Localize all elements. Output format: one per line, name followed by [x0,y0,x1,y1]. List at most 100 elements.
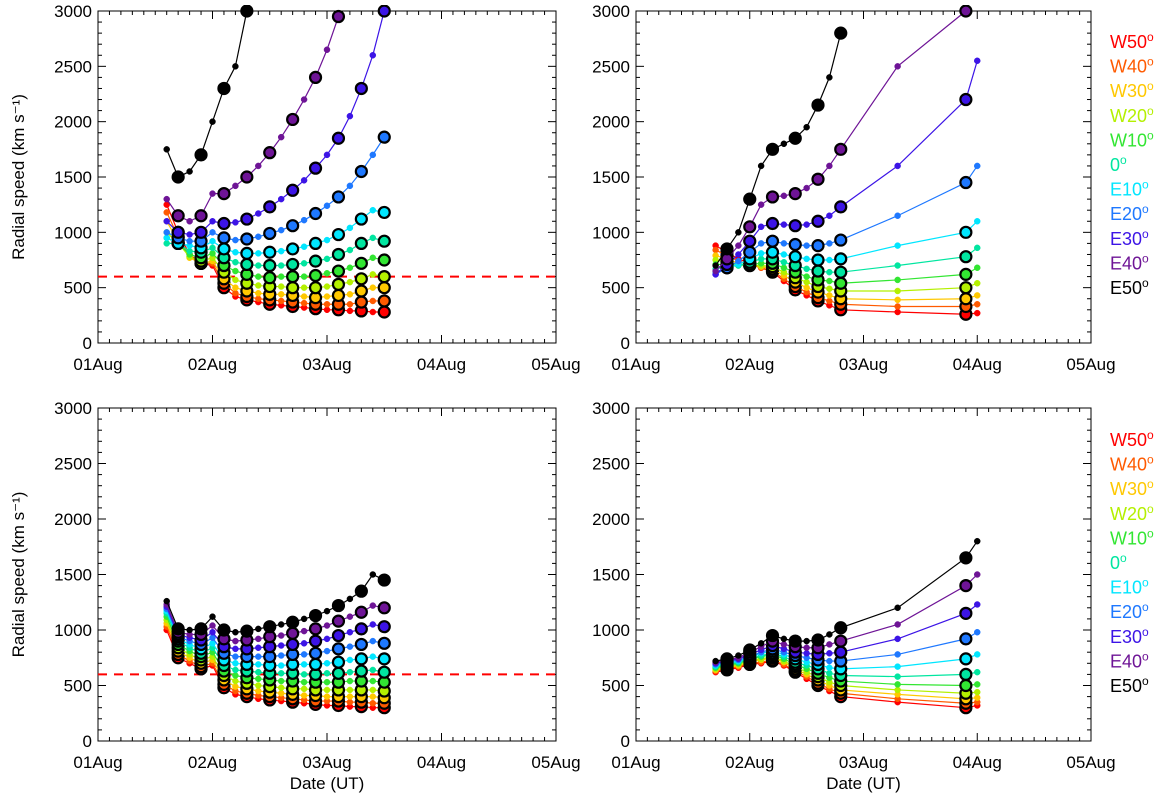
data-point [826,670,833,677]
data-point [286,637,300,652]
data-point [323,607,331,615]
data-point [286,281,300,295]
data-point [255,682,262,689]
data-point [894,651,901,658]
data-point [194,225,208,239]
plot-area [712,5,981,321]
data-point [240,170,254,184]
data-point [255,625,262,633]
data-point [826,650,833,657]
data-point [346,224,354,232]
data-point [743,234,757,248]
degree-symbol: o [1147,30,1154,44]
degree-symbol: o [1142,178,1149,192]
data-point [959,281,973,295]
data-point [377,636,391,650]
data-point [826,297,833,305]
data-point [323,693,331,700]
data-point [369,151,377,159]
data-point [974,162,981,170]
data-point [974,694,981,701]
data-point [834,200,848,214]
data-point [369,700,377,707]
data-point [232,645,239,653]
data-point [765,142,780,156]
data-point [788,237,802,252]
data-point [377,305,391,319]
degree-symbol: o [1147,128,1154,142]
legend-entry: E40o [1110,251,1149,273]
data-point [735,229,742,236]
data-point [959,225,973,239]
data-point [255,210,262,217]
data-point [712,657,719,665]
data-point [323,236,331,244]
data-point [346,677,354,685]
y-tick-label: 2500 [54,57,92,76]
data-point [894,303,901,310]
legend-label: E10 [1110,180,1142,200]
data-point [369,271,377,278]
data-point [263,226,277,241]
data-point [323,670,331,677]
data-point [171,209,185,223]
data-point [354,236,368,250]
data-point [974,537,981,545]
data-point [354,652,368,666]
data-point [780,258,788,266]
data-point [354,164,368,179]
data-point [171,225,185,239]
data-point [788,250,802,264]
data-point [354,284,368,298]
data-point [277,297,285,305]
data-point [186,218,193,225]
data-point [331,642,346,656]
legend-entry: W40o [1110,453,1154,475]
data-point [209,244,216,252]
data-point [826,285,833,293]
data-point [263,146,277,160]
data-point [369,621,377,628]
x-tick-label: 03Aug [839,753,888,772]
data-point [331,277,346,291]
data-point [186,247,193,255]
data-point [757,640,765,647]
data-point [300,273,308,280]
degree-symbol: o [1147,428,1154,442]
x-tick-label: 04Aug [953,355,1002,374]
data-point [377,253,391,267]
series-line [166,16,340,222]
data-point [377,294,391,308]
data-point [765,216,780,231]
data-point [377,270,391,284]
legend-entry: E20o [1110,202,1149,224]
data-point [217,216,231,231]
data-point [346,307,354,315]
data-point [354,605,368,619]
legend-label: E20 [1110,602,1142,622]
data-point [277,670,285,677]
data-point [217,623,231,637]
data-point [757,223,765,231]
data-point [743,643,757,657]
data-point [974,628,981,636]
data-point [323,647,331,655]
data-point [803,123,810,131]
degree-symbol: o [1142,674,1149,688]
data-point [323,678,331,686]
data-point [308,236,323,250]
data-point [834,645,848,659]
data-point [346,112,354,120]
x-tick-label: 02Aug [725,753,774,772]
data-point [959,678,973,693]
data-point [277,677,285,685]
x-tick-label: 04Aug [417,753,466,772]
data-point [286,242,300,256]
data-point [255,644,262,652]
data-point [780,264,788,271]
legend-label: E50 [1110,676,1142,696]
data-point [894,681,901,688]
data-point [323,46,331,53]
legend-top: W50oW40oW30oW20oW10o0oE10oE20oE30oE40oE5… [1110,30,1154,298]
data-point [803,255,810,263]
